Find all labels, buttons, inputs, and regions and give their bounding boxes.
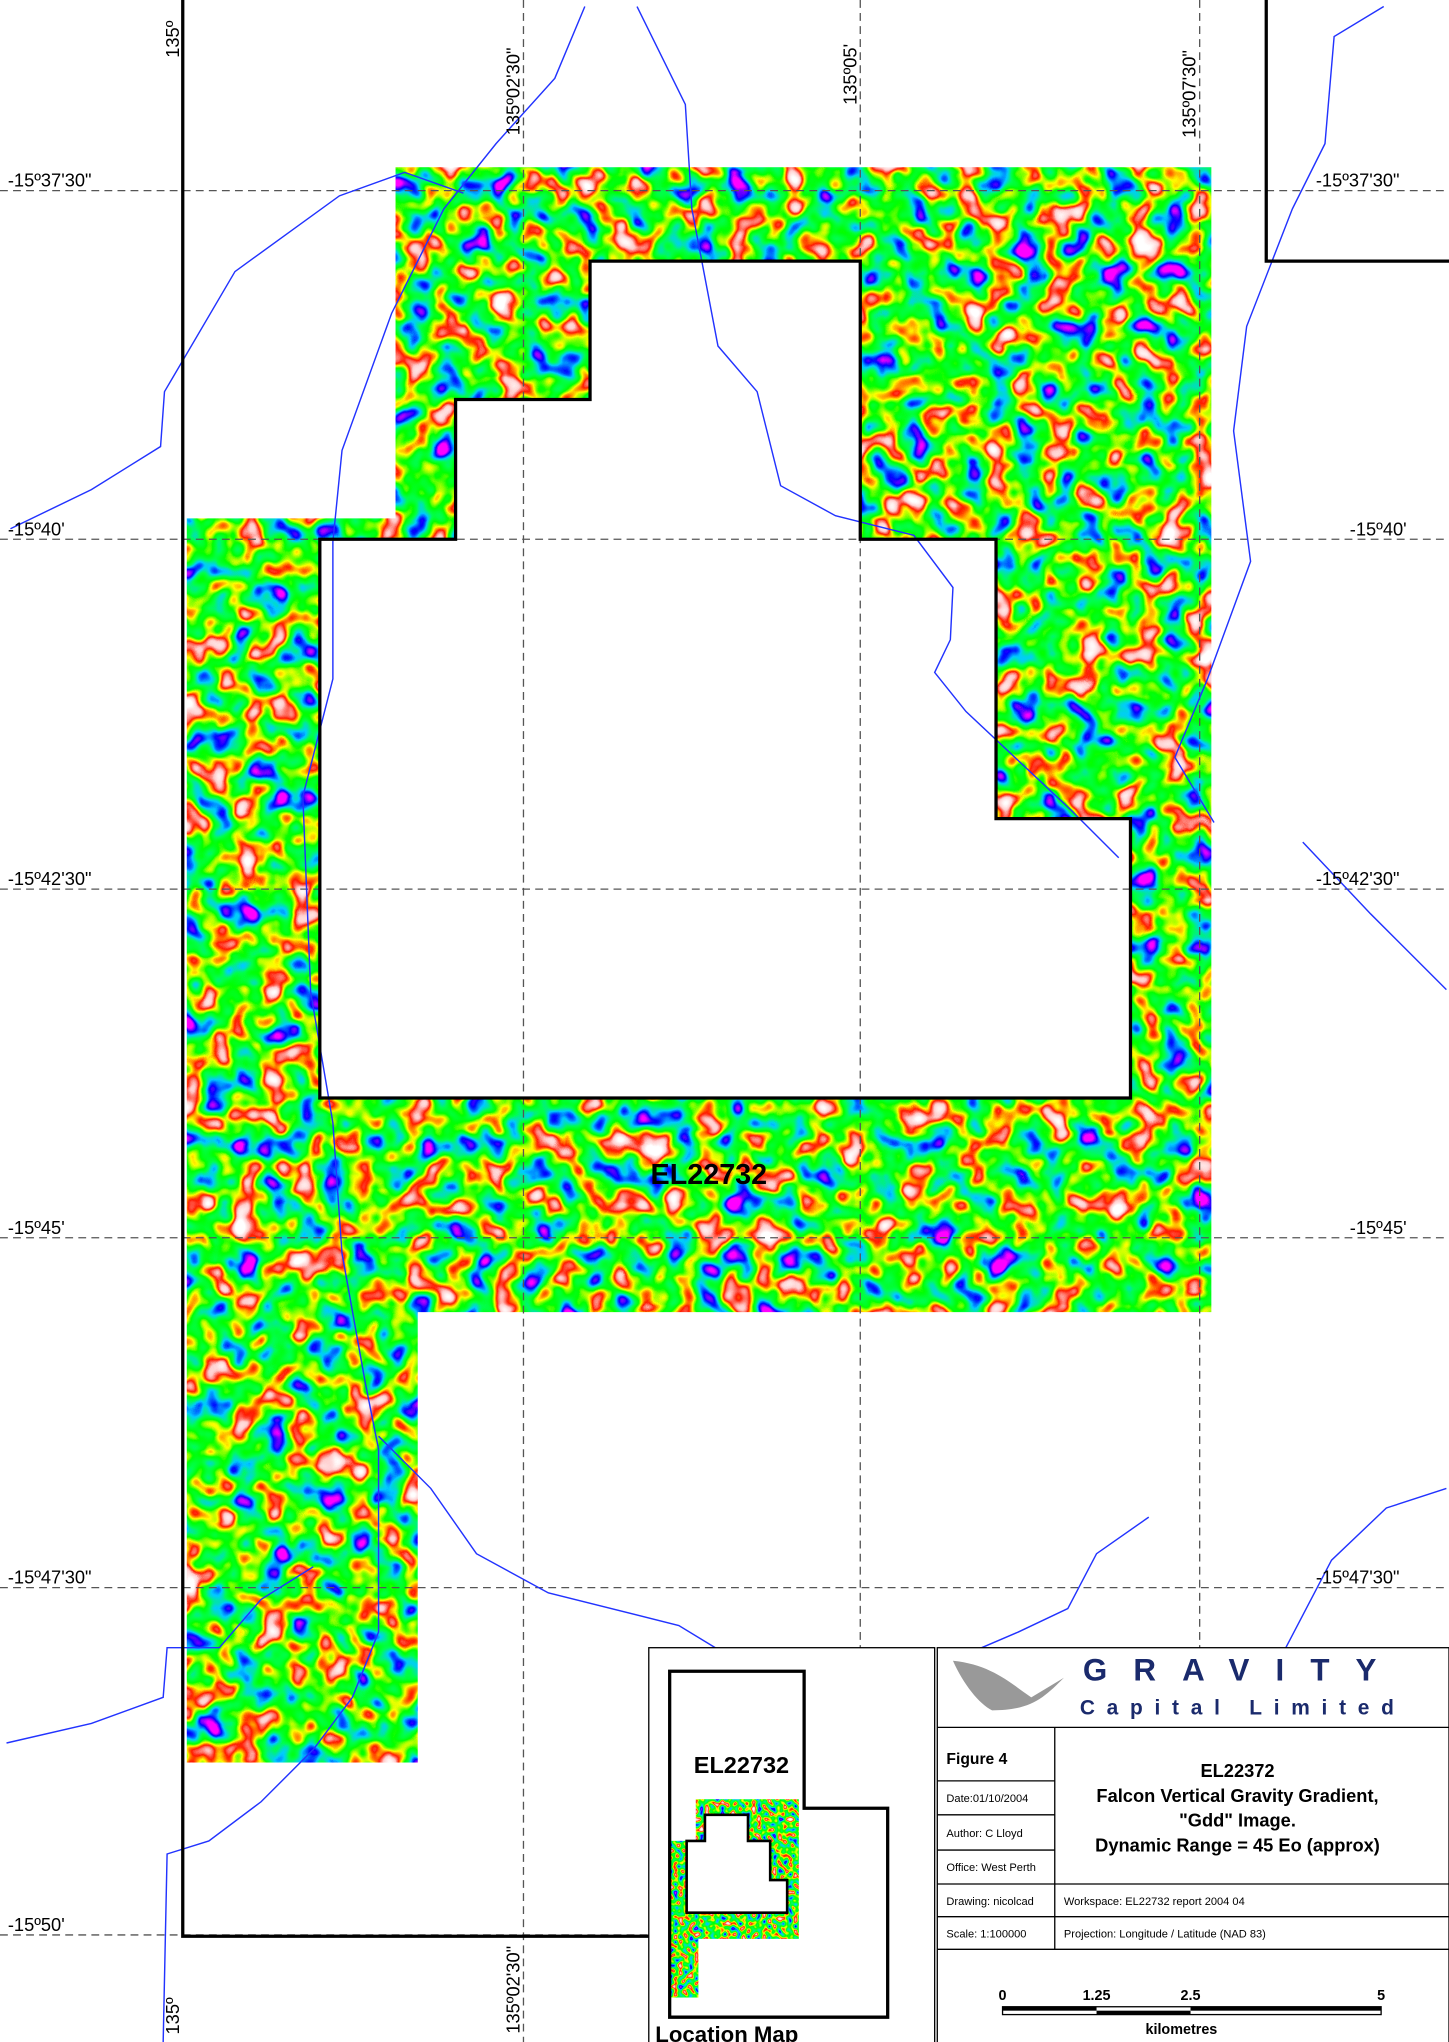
scale-tick: 0 (999, 1988, 1007, 2004)
gravity-image (186, 167, 1212, 1763)
location-label: EL22732 (694, 1752, 789, 1778)
scale-tick: 5 (1377, 1988, 1385, 2004)
grid-label: 135º02'30" (503, 48, 524, 136)
grid-label: -15º45' (1350, 1217, 1407, 1238)
drawing: Drawing: nicolcad (946, 1896, 1033, 1908)
projection: Projection: Longitude / Latitude (NAD 83… (1064, 1929, 1266, 1941)
logo-name: GRAVITY (1083, 1652, 1403, 1687)
scale-tick: 1.25 (1083, 1988, 1111, 2004)
date: Date:01/10/2004 (946, 1793, 1028, 1805)
figure-number: Figure 4 (946, 1751, 1007, 1768)
grid-label: 135º05' (839, 44, 860, 105)
title-block: GRAVITY Capital Limited Figure 4 Date:01… (936, 1647, 1449, 2042)
grid-label: 135º07'30" (1179, 50, 1200, 138)
title-line: "Gdd" Image. (1179, 1810, 1296, 1831)
grid-label: -15º50' (8, 1914, 65, 1935)
scale-unit: kilometres (1145, 2022, 1217, 2038)
grid-label: -15º42'30" (8, 868, 92, 889)
workspace: Workspace: EL22732 report 2004 04 (1064, 1896, 1245, 1908)
grid-label: 135º (162, 1997, 183, 2034)
title-line: EL22372 (1200, 1760, 1274, 1781)
office: Office: West Perth (946, 1862, 1035, 1874)
scale: Scale: 1:100000 (946, 1929, 1026, 1941)
grid-label: -15º37'30" (1316, 170, 1400, 191)
grid-label: 135º02'30" (503, 1946, 524, 2034)
location-map: EL22732 Location Map (648, 1647, 936, 2042)
logo-subtitle: Capital Limited (1080, 1696, 1406, 1719)
grid-label: 135º (162, 20, 183, 57)
grid-label: -15º47'30" (8, 1567, 92, 1588)
grid-label: -15º47'30" (1316, 1567, 1400, 1588)
author: Author: C Lloyd (946, 1828, 1022, 1840)
grid-label: -15º40' (1350, 518, 1407, 539)
rivers (6, 5, 1447, 2042)
grid-labels: 135º 135º02'30" 135º05' 135º07'30" 135º 135º0… (8, 20, 1407, 2034)
grid-label: -15º45' (8, 1217, 65, 1238)
title-line: Dynamic Range = 45 Eo (approx) (1095, 1834, 1380, 1855)
grid-label: -15º37'30" (8, 170, 92, 191)
location-title: Location Map (655, 2022, 798, 2042)
grid-label: -15º40' (8, 518, 65, 539)
boundaries (181, 0, 1449, 1938)
title-line: Falcon Vertical Gravity Gradient, (1096, 1785, 1378, 1806)
grid-label: -15º42'30" (1316, 868, 1400, 889)
tenement-label: EL22732 (651, 1159, 768, 1191)
scale-tick: 2.5 (1181, 1988, 1201, 2004)
